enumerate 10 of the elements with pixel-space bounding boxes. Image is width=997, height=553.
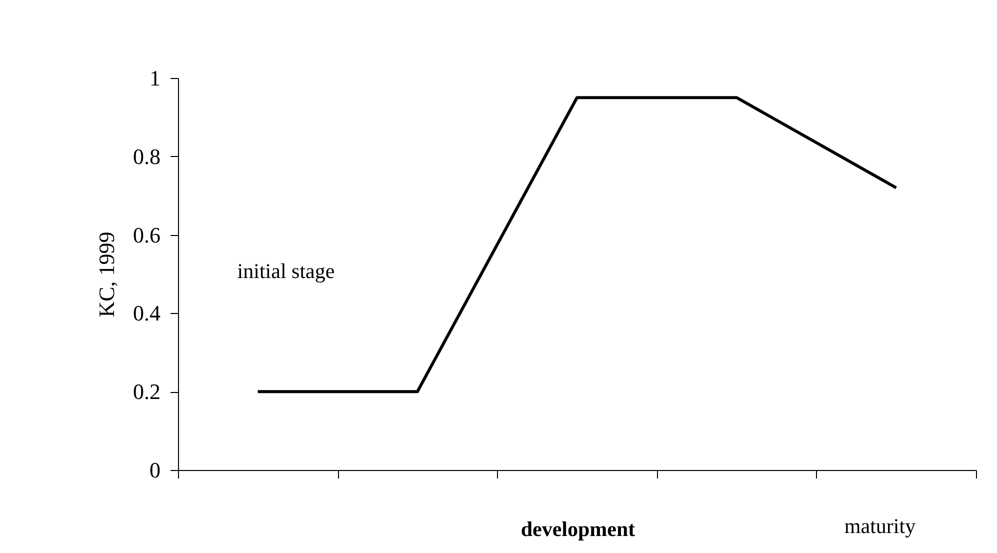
text: development <box>520 517 636 541</box>
y-axis-title: KC, 1999 <box>94 232 119 318</box>
y-tick-label: 0 <box>150 458 160 482</box>
y-tick-label: 0.2 <box>133 379 160 404</box>
y-tick-label: 0.6 <box>133 222 160 248</box>
text: maturity <box>844 514 916 538</box>
y-tick-label: 0.4 <box>133 300 160 326</box>
y-tick-label: 0.8 <box>133 144 160 169</box>
annotation: initial stage <box>237 259 335 283</box>
y-tick-label: 1 <box>150 66 160 90</box>
